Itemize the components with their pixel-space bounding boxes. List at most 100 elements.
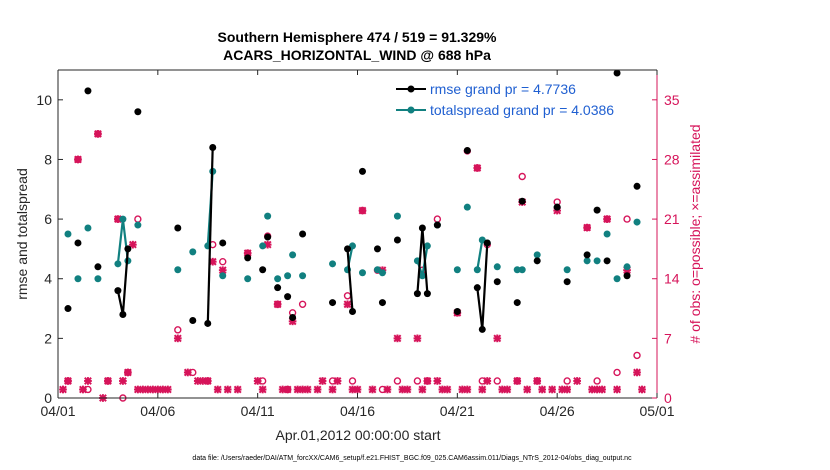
obs-possible-marker-42 (563, 377, 571, 385)
spread-point-42 (583, 257, 591, 265)
obs-assimilated-marker-87 (638, 385, 646, 394)
obs-possible-marker-9 (174, 326, 182, 334)
x-tick-label-3: 04/16 (340, 403, 375, 419)
obs-assimilated-marker-50 (383, 385, 392, 394)
rmse-point-42 (583, 251, 591, 259)
spread-point-20 (329, 260, 337, 268)
rmse-point-46 (623, 272, 631, 280)
y-left-tick-label-2: 4 (44, 271, 52, 287)
rmse-point-4 (114, 287, 122, 295)
obs-possible-marker-28 (413, 377, 422, 385)
chart-title-line2: ACARS_HORIZONTAL_WIND @ 688 hPa (223, 47, 491, 63)
obs-assimilated-marker-44 (343, 300, 352, 309)
obs-assimilated-marker-43 (333, 377, 342, 385)
y-right-tick-label-2: 14 (664, 271, 680, 287)
obs-assimilated-marker-9 (118, 377, 127, 385)
chart-title-line1: Southern Hemisphere 474 / 519 = 91.329% (218, 29, 498, 45)
obs-assimilated-marker-20 (183, 368, 192, 377)
rmse-point-23 (358, 167, 366, 175)
obs-assimilated-marker-68 (503, 385, 512, 394)
spread-point-19 (299, 272, 307, 280)
obs-assimilated-marker-27 (223, 385, 232, 394)
rmse-point-30 (433, 221, 441, 229)
obs-assimilated-marker-11 (128, 240, 137, 249)
spread-point-29 (423, 242, 431, 250)
obs-assimilated-marker-73 (538, 385, 547, 394)
rmse-point-31 (453, 308, 461, 316)
obs-assimilated-marker-59 (443, 385, 452, 394)
obs-assimilated-marker-40 (313, 385, 322, 394)
x-tick-label-0: 04/01 (40, 403, 75, 419)
rmse-point-28 (418, 224, 426, 232)
spread-point-9 (189, 248, 197, 256)
spread-point-14 (259, 242, 267, 250)
obs-assimilated-marker-33 (273, 300, 282, 309)
obs-assimilated-marker-30 (253, 377, 262, 385)
obs-assimilated-marker-74 (548, 385, 557, 394)
rmse-point-41 (563, 278, 571, 286)
spread-point-43 (593, 257, 601, 265)
spread-point-38 (518, 266, 526, 274)
x-tick-label-2: 04/11 (241, 403, 275, 419)
obs-assimilated-marker-77 (563, 385, 572, 394)
y-right-tick-label-3: 21 (664, 211, 680, 227)
x-tick-label-4: 04/21 (440, 403, 475, 419)
rmse-point-35 (483, 239, 491, 247)
legend-spread-marker (407, 106, 415, 114)
rmse-point-13 (244, 254, 252, 262)
obs-assimilated-marker-54 (413, 334, 422, 343)
spread-point-3 (94, 275, 102, 283)
obs-assimilated-marker-19 (173, 334, 182, 343)
obs-assimilated-marker-5 (94, 129, 102, 138)
x-tick-label-1: 04/06 (140, 403, 175, 419)
obs-assimilated-marker-46 (353, 385, 362, 394)
rmse-point-37 (513, 299, 521, 307)
obs-assimilated-marker-2 (74, 155, 82, 164)
obs-assimilated-marker-0 (59, 385, 67, 394)
obs-assimilated-marker-48 (368, 385, 377, 394)
spread-point-5 (119, 215, 127, 223)
rmse-point-16 (274, 284, 282, 292)
obs-possible-marker-48 (633, 351, 641, 360)
obs-assimilated-marker-82 (598, 385, 606, 394)
spread-point-26 (393, 212, 401, 220)
spread-point-37 (513, 266, 521, 274)
y-left-tick-label-0: 0 (44, 390, 52, 406)
rmse-point-47 (633, 182, 641, 190)
obs-assimilated-marker-86 (633, 368, 641, 377)
rmse-point-14 (259, 266, 267, 274)
rmse-point-33 (473, 284, 481, 292)
spread-point-39 (533, 251, 541, 259)
obs-assimilated-marker-7 (104, 377, 112, 385)
rmse-point-19 (299, 230, 307, 238)
rmse-point-38 (518, 197, 526, 205)
rmse-point-10 (204, 319, 212, 327)
spread-point-25 (378, 269, 386, 277)
rmse-point-36 (493, 278, 501, 286)
rmse-point-43 (593, 206, 601, 214)
y-left-tick-label-5: 10 (36, 92, 52, 108)
spread-point-36 (493, 263, 501, 271)
y-right-tick-label-4: 28 (664, 151, 680, 167)
rmse-point-32 (463, 147, 471, 155)
rmse-point-21 (344, 245, 352, 253)
obs-assimilated-marker-53 (403, 385, 412, 394)
rmse-line-segment-1 (206, 147, 214, 324)
obs-count-layer (59, 129, 646, 402)
obs-possible-marker-23 (348, 377, 357, 385)
spread-point-47 (633, 218, 641, 226)
rmse-point-20 (329, 299, 337, 307)
spread-point-16 (274, 275, 282, 283)
rmse-line-segment-2 (346, 248, 354, 312)
obs-assimilated-marker-56 (423, 377, 432, 385)
obs-assimilated-marker-16 (153, 385, 162, 394)
spread-point-41 (563, 266, 571, 274)
spread-point-2 (84, 224, 92, 232)
x-axis-label: Apr.01,2012 00:00:00 start (275, 427, 440, 443)
spread-point-12 (219, 272, 227, 280)
obs-assimilated-marker-57 (433, 377, 442, 385)
obs-possible-marker-46 (613, 368, 621, 377)
spread-point-0 (64, 230, 72, 238)
